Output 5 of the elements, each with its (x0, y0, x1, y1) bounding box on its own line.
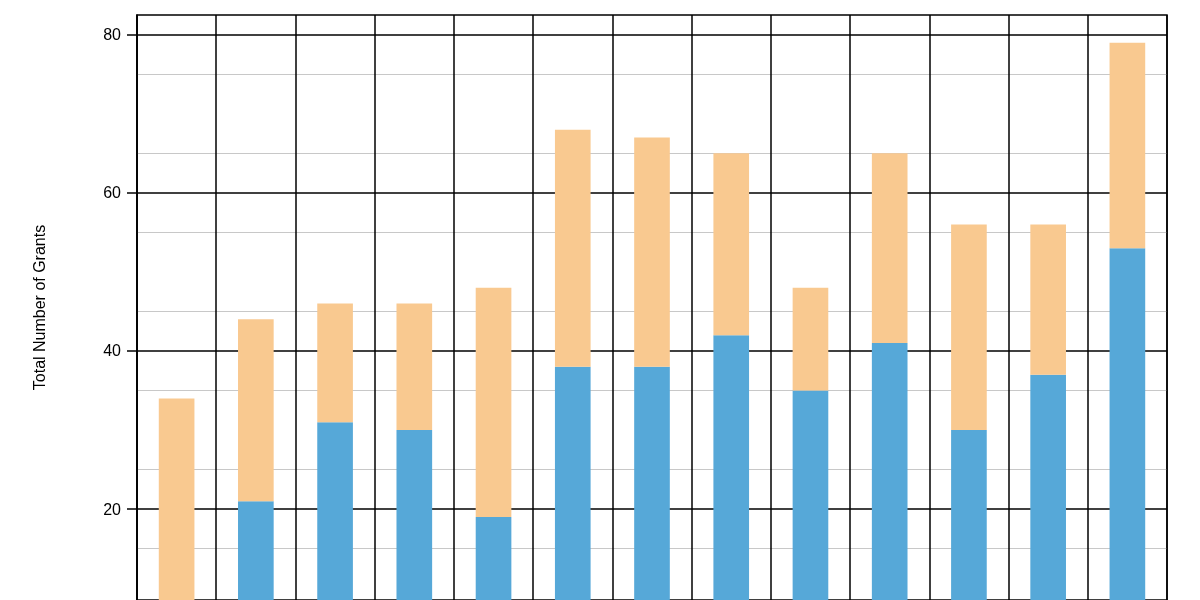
y-tick-label: 60 (103, 184, 122, 202)
y-axis-title: Total Number of Grants (30, 224, 48, 391)
y-tick-label: 40 (103, 342, 122, 360)
y-tick-label: 80 (103, 26, 122, 44)
y-tick-label: 20 (103, 500, 122, 518)
